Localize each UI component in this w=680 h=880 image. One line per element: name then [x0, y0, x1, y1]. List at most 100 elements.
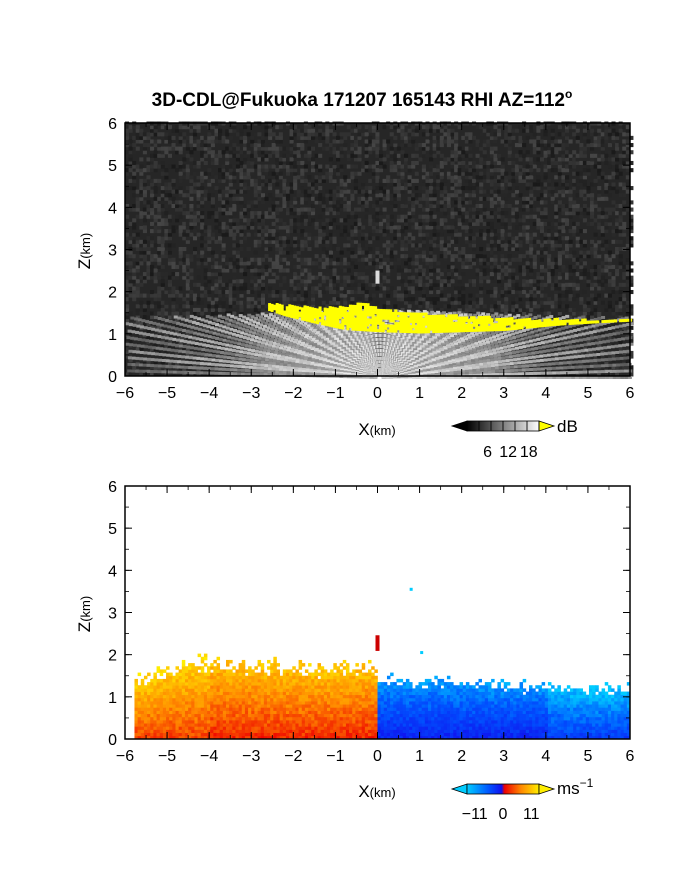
noise-cell [253, 239, 258, 244]
noise-cell [432, 250, 437, 255]
noise-cell [361, 203, 366, 209]
noise-cell [518, 254, 523, 259]
noise-cell [250, 160, 255, 166]
noise-cell [157, 214, 162, 219]
noise-cell [225, 132, 230, 137]
noise-cell [171, 164, 176, 169]
noise-cell [228, 229, 233, 234]
noise-cell [268, 132, 273, 137]
noise-cell [132, 243, 137, 248]
noise-cell [522, 354, 527, 359]
noise-cell [522, 297, 527, 302]
noise-cell [547, 239, 552, 244]
noise-cell [429, 297, 434, 302]
noise-cell [171, 286, 176, 291]
noise-cell [482, 275, 487, 280]
noise-cell [522, 128, 527, 133]
noise-cell [561, 182, 566, 187]
noise-cell [547, 332, 552, 338]
noise-cell [293, 164, 298, 169]
noise-cell [232, 189, 237, 194]
noise-cell [160, 203, 165, 209]
noise-cell [350, 135, 355, 140]
noise-cell [296, 193, 301, 198]
noise-cell [128, 340, 133, 345]
noise-cell [171, 315, 176, 320]
noise-cell [500, 282, 505, 287]
noise-cell [425, 153, 430, 158]
noise-cell [525, 279, 530, 284]
noise-cell [439, 232, 444, 237]
noise-cell [557, 168, 562, 173]
noise-cell [411, 132, 416, 137]
noise-cell [500, 171, 505, 176]
noise-cell [414, 178, 419, 183]
noise-cell [182, 275, 187, 280]
noise-cell [260, 232, 266, 237]
noise-cell [303, 164, 308, 169]
noise-cell [550, 168, 555, 173]
noise-cell [182, 268, 187, 273]
noise-cell [257, 218, 262, 223]
noise-cell [486, 139, 491, 144]
noise-cell [235, 286, 240, 291]
noise-cell [228, 193, 233, 198]
noise-cell [479, 246, 484, 252]
noise-cell [353, 153, 359, 158]
noise-cell [171, 272, 176, 277]
noise-cell [400, 157, 405, 162]
noise-cell [361, 200, 366, 205]
noise-cell [175, 150, 180, 155]
noise-cell [486, 189, 491, 194]
noise-cell [468, 279, 473, 284]
noise-cell [207, 246, 212, 252]
noise-cell [250, 153, 255, 158]
noise-cell [368, 214, 373, 219]
noise-cell [539, 182, 545, 187]
noise-cell [167, 243, 173, 248]
noise-cell [160, 246, 165, 252]
noise-cell [529, 157, 534, 162]
noise-cell [250, 264, 255, 269]
noise-cell [203, 282, 208, 287]
noise-cell [157, 182, 162, 187]
noise-cell [500, 186, 505, 191]
noise-cell [432, 203, 437, 209]
noise-cell [171, 178, 176, 183]
noise-cell [264, 150, 269, 155]
noise-cell [221, 229, 226, 234]
noise-cell [539, 311, 545, 316]
noise-cell [479, 261, 484, 266]
noise-cell [568, 254, 573, 259]
noise-cell [278, 264, 283, 269]
noise-cell [375, 153, 380, 158]
noise-cell [418, 275, 423, 280]
noise-cell [260, 168, 266, 173]
noise-cell [547, 229, 552, 234]
noise-cell [260, 297, 266, 302]
noise-cell [268, 153, 273, 158]
noise-cell [504, 178, 509, 183]
noise-cell [218, 300, 223, 305]
noise-cell [153, 214, 158, 219]
noise-cell [311, 261, 316, 266]
noise-cell [157, 153, 162, 158]
noise-cell [250, 225, 255, 230]
noise-cell [436, 272, 441, 277]
noise-cell [493, 254, 498, 259]
noise-cell [404, 293, 409, 298]
noise-cell [239, 246, 244, 252]
noise-cell [300, 171, 305, 176]
noise-cell [421, 125, 426, 130]
noise-cell [464, 254, 469, 259]
noise-cell [235, 300, 240, 305]
noise-cell [278, 257, 283, 262]
noise-cell [564, 289, 570, 295]
noise-cell [318, 236, 323, 241]
noise-cell [332, 160, 337, 166]
noise-cell [332, 200, 337, 205]
noise-cell [489, 196, 494, 201]
noise-cell [132, 365, 137, 370]
noise-cell [446, 132, 452, 137]
noise-cell [511, 243, 516, 248]
